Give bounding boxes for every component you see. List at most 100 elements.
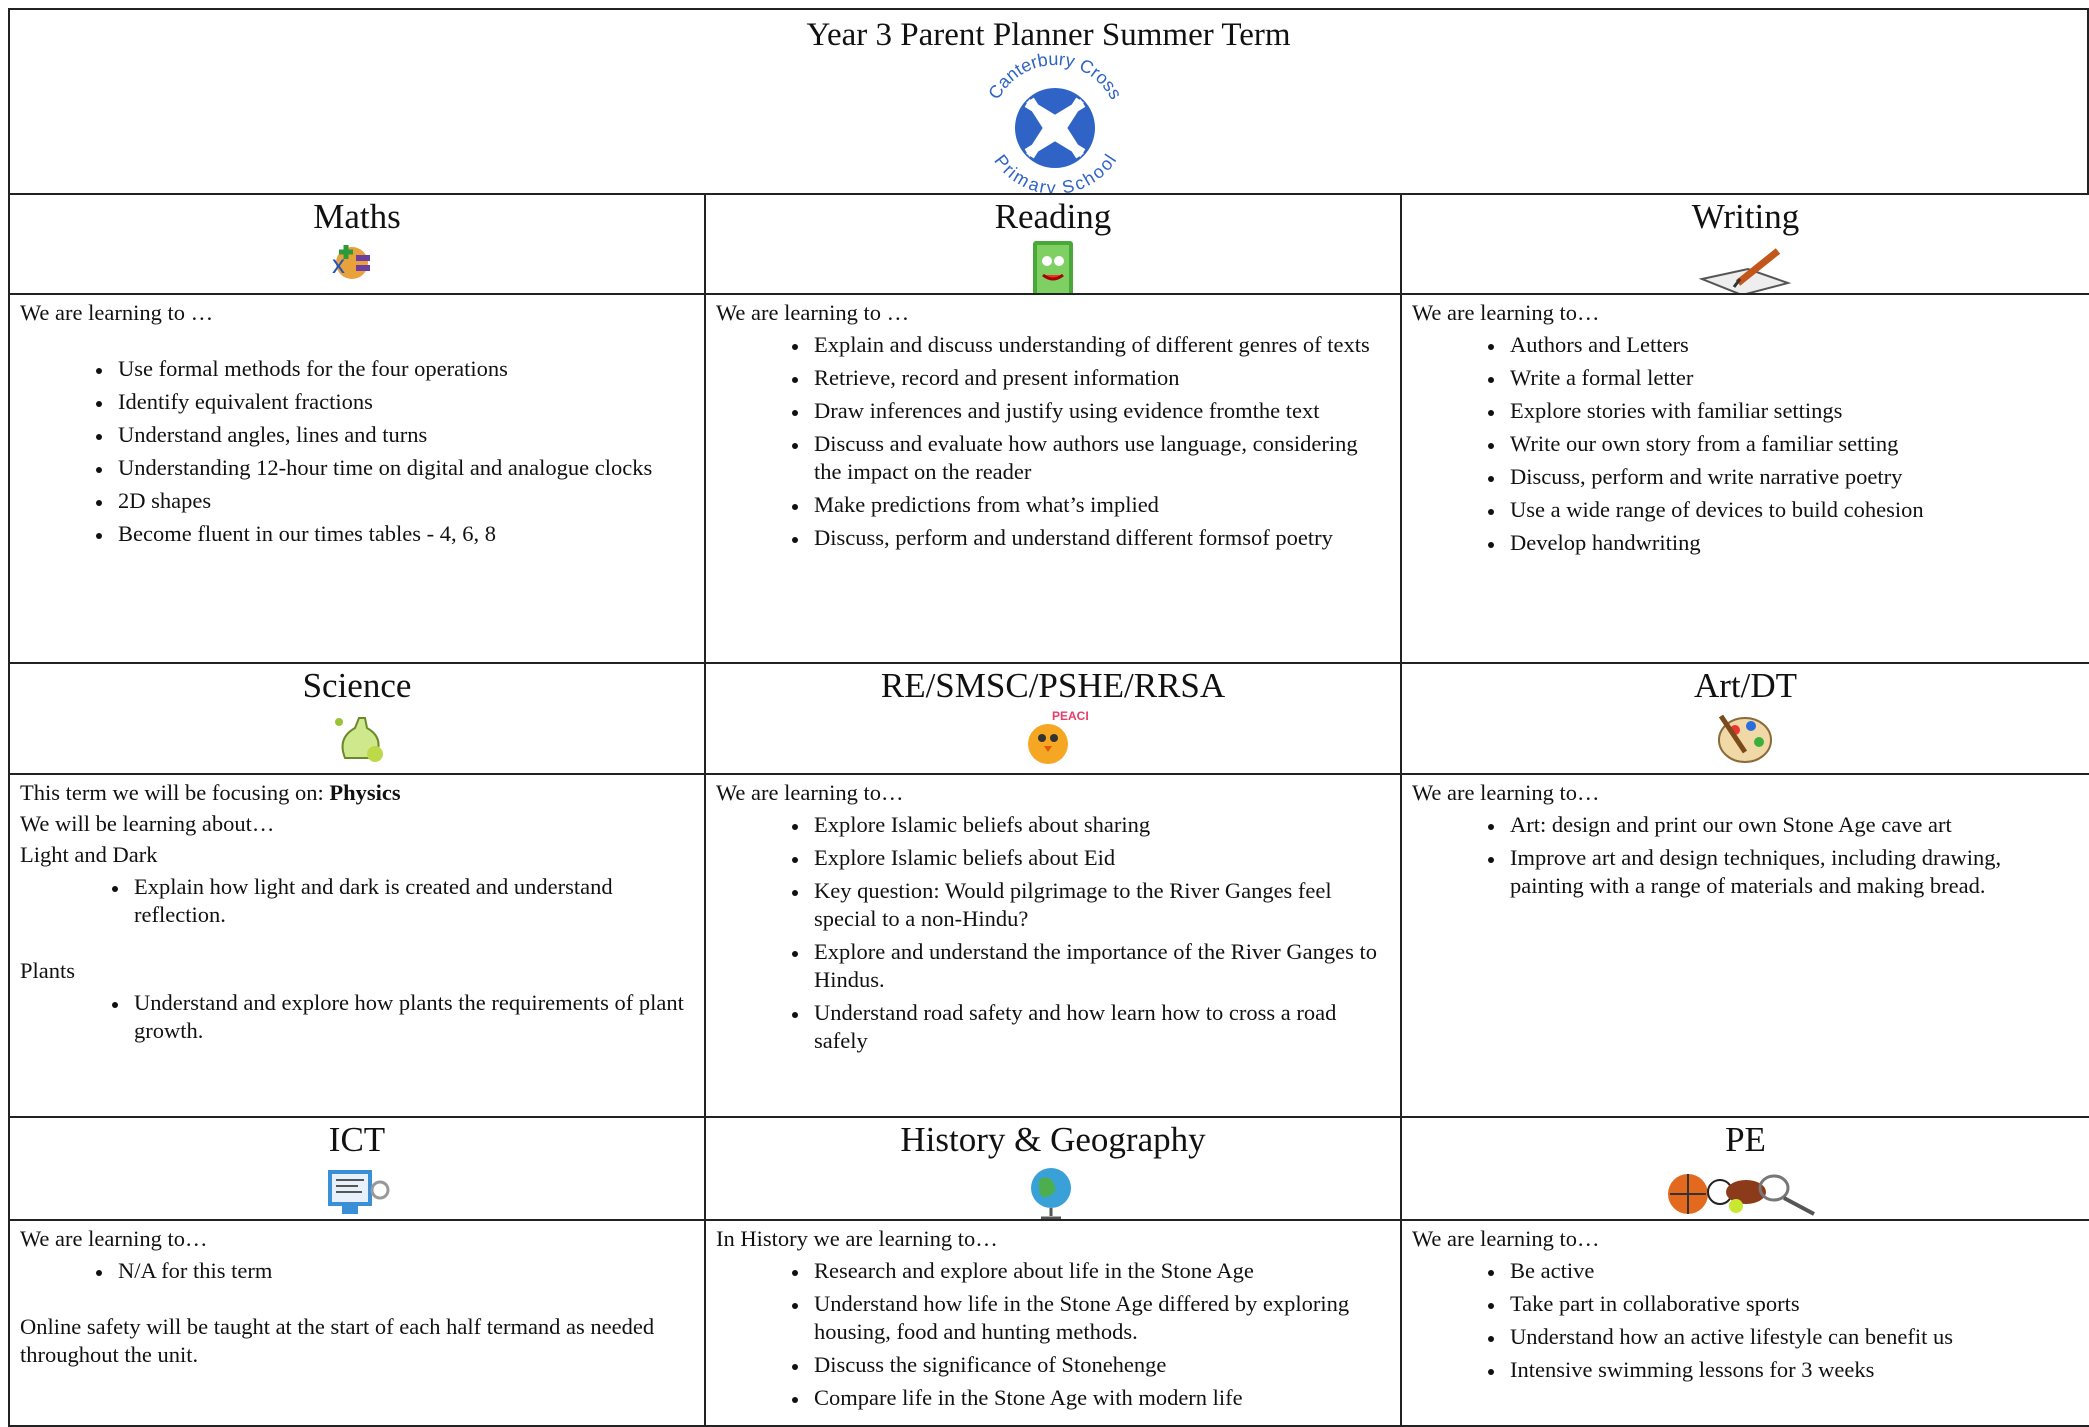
paragraph-bold: Physics [329, 780, 401, 805]
page-title: Year 3 Parent Planner Summer Term [806, 17, 1291, 53]
header: Year 3 Parent Planner Summer Term Canter… [8, 8, 2089, 195]
bullet-item: Discuss the significance of Stonehenge [810, 1351, 1390, 1379]
paragraph: We are learning to… [20, 1225, 694, 1253]
paragraph: This term we will be focusing on: Physic… [20, 779, 694, 807]
bullet-item: Discuss, perform and write narrative poe… [1506, 463, 2079, 491]
bullet-item: Explore stories with familiar settings [1506, 397, 2079, 425]
subject-header: ICT [8, 1116, 706, 1221]
paragraph-text: We are learning to… [1412, 300, 1600, 325]
bullet-item: Art: design and print our own Stone Age … [1506, 811, 2079, 839]
paragraph: Online safety will be taught at the star… [20, 1313, 694, 1369]
bullet-list: Art: design and print our own Stone Age … [1412, 811, 2079, 900]
bullet-item: Authors and Letters [1506, 331, 2079, 359]
paragraph: We are learning to… [716, 779, 1390, 807]
bullet-item: Research and explore about life in the S… [810, 1257, 1390, 1285]
paragraph-text: In History we are learning to… [716, 1226, 998, 1251]
bullet-item: Understand how an active lifestyle can b… [1506, 1323, 2079, 1351]
bullet-item: Understand how life in the Stone Age dif… [810, 1290, 1390, 1346]
paragraph-text: This term we will be focusing on: [20, 780, 324, 805]
bullet-item: Make predictions from what’s implied [810, 491, 1390, 519]
paragraph: In History we are learning to… [716, 1225, 1390, 1253]
bullet-item: Write a formal letter [1506, 364, 2079, 392]
bullet-list: Explain and discuss understanding of dif… [716, 331, 1390, 552]
subject-title: Art/DT [1693, 666, 1798, 705]
subject-title: Maths [313, 197, 401, 236]
subject-header: Art/DT [1400, 662, 2089, 775]
bullet-item: Be active [1506, 1257, 2079, 1285]
bullet-item: N/A for this term [114, 1257, 694, 1285]
subject-icon [335, 717, 383, 762]
subject-content: We are learning to… Be active Take part in… [1400, 1219, 2089, 1427]
subject-icon: x [332, 245, 370, 279]
bullet-item: Use a wide range of devices to build coh… [1506, 496, 2079, 524]
subject-header: Maths x [8, 193, 706, 295]
subject-title: RE/SMSC/PSHE/RRSA [880, 666, 1226, 705]
bullet-item: Understand angles, lines and turns [114, 421, 694, 449]
subject-content: We are learning to… N/A for this term Onli… [8, 1219, 706, 1427]
bullet-item: 2D shapes [114, 487, 694, 515]
paragraph: We are learning to … [20, 299, 694, 327]
bullet-item: Retrieve, record and present information [810, 364, 1390, 392]
subject-icon [328, 1170, 390, 1214]
bullet-item: Key question: Would pilgrimage to the Ri… [810, 877, 1390, 933]
subject-header: Science [8, 662, 706, 775]
bullet-item: Understand and explore how plants the re… [130, 989, 694, 1045]
paragraph-text: We are learning to … [716, 300, 910, 325]
paragraph: Plants [20, 957, 694, 985]
bullet-list: Use formal methods for the four operatio… [20, 355, 694, 548]
subject-title: Science [302, 666, 412, 705]
bullet-item: Improve art and design techniques, inclu… [1506, 844, 2079, 900]
bullet-item: Draw inferences and justify using eviden… [810, 397, 1390, 425]
bullet-item: Explore Islamic beliefs about Eid [810, 844, 1390, 872]
paragraph-text: We are learning to… [20, 1226, 208, 1251]
paragraph-text: Plants [20, 958, 76, 983]
paragraph-text: Online safety will be taught at the star… [20, 1314, 655, 1367]
subject-title: Reading [994, 197, 1112, 236]
bullet-item: Understand road safety and how learn how… [810, 999, 1390, 1055]
subject-icon: PEACE [1028, 709, 1088, 764]
subject-content: We are learning to… Authors and Letters Wr… [1400, 293, 2089, 664]
paragraph-text: We will be learning about… [20, 811, 275, 836]
paragraph: We will be learning about… [20, 810, 694, 838]
subject-header: RE/SMSC/PSHE/RRSA PEACE [704, 662, 1402, 775]
subject-title: PE [1725, 1120, 1766, 1159]
paragraph-text: We are learning to… [1412, 780, 1600, 805]
paragraph: We are learning to… [1412, 779, 2079, 807]
bullet-list: Be active Take part in collaborative spor… [1412, 1257, 2079, 1384]
bullet-item: Explain how light and dark is created an… [130, 873, 694, 929]
bullet-item: Identify equivalent fractions [114, 388, 694, 416]
paragraph: Light and Dark [20, 841, 694, 869]
paragraph: We are learning to … [716, 299, 1390, 327]
bullet-item: Become fluent in our times tables - 4, 6… [114, 520, 694, 548]
subject-icon [1698, 248, 1791, 293]
paragraph-text: We are learning to… [1412, 1226, 1600, 1251]
svg-text:x: x [332, 249, 345, 279]
subject-content: This term we will be focusing on: Physic… [8, 773, 706, 1118]
subject-header: Reading [704, 193, 1402, 295]
subject-icon [1033, 241, 1073, 293]
bullet-item: Take part in collaborative sports [1506, 1290, 2079, 1318]
subject-content: We are learning to … Explain and discuss … [704, 293, 1402, 664]
bullet-item: Discuss, perform and understand differen… [810, 524, 1390, 552]
bullet-item: Discuss and evaluate how authors use lan… [810, 430, 1390, 486]
bullet-item: Explore and understand the importance of… [810, 938, 1390, 994]
bullet-item: Understanding 12-hour time on digital an… [114, 454, 694, 482]
subject-content: We are learning to … Use formal methods f… [8, 293, 706, 664]
subject-title: Writing [1691, 197, 1800, 236]
paragraph: We are learning to… [1412, 1225, 2079, 1253]
subject-icon [1717, 714, 1772, 763]
subject-header: History & Geography [704, 1116, 1402, 1221]
paragraph-text: We are learning to… [716, 780, 904, 805]
bullet-item: Write our own story from a familiar sett… [1506, 430, 2079, 458]
bullet-item: Develop handwriting [1506, 529, 2079, 557]
subject-title: History & Geography [900, 1120, 1206, 1159]
bullet-item: Compare life in the Stone Age with moder… [810, 1384, 1390, 1412]
svg-text:PEACE: PEACE [1052, 709, 1088, 723]
subject-icon [1031, 1168, 1071, 1219]
subject-icon [1667, 1174, 1815, 1216]
subject-content: In History we are learning to… Research a… [704, 1219, 1402, 1427]
bullet-item: Explore Islamic beliefs about sharing [810, 811, 1390, 839]
bullet-item: Intensive swimming lessons for 3 weeks [1506, 1356, 2079, 1384]
subject-title: ICT [328, 1120, 386, 1159]
bullet-list: Understand and explore how plants the re… [20, 989, 694, 1045]
